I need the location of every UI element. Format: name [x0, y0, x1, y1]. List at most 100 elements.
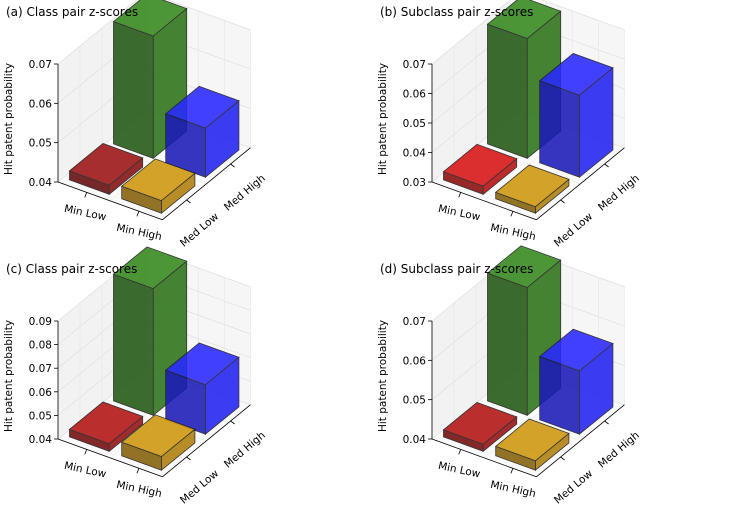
- x-category-label: Min High: [115, 479, 163, 500]
- x-tick-mark: [84, 192, 88, 198]
- chart-panel-b: 0.03 0.04 0.05 0.06 0.07 Min Low Min High Med L…: [377, 0, 642, 249]
- y-tick-label: 0.07: [29, 59, 52, 71]
- panel-title: (c) Class pair z-scores: [6, 262, 137, 276]
- bar-top-face: [68, 401, 144, 445]
- bar-top-face: [486, 245, 562, 288]
- y-tick-label: 0.07: [403, 59, 426, 71]
- depth-category-label: Med Low: [178, 210, 221, 249]
- x-axis-line: [431, 181, 537, 221]
- panel-title: (a) Class pair z-scores: [6, 5, 138, 19]
- y-tick-label: 0.04: [403, 434, 427, 446]
- bar-top-face: [442, 143, 518, 187]
- y-tick-label: 0.06: [403, 89, 427, 101]
- x-tick-mark: [84, 449, 88, 455]
- bar-top-face: [494, 418, 570, 462]
- depth-category-label: Med Low: [178, 467, 221, 506]
- bar-top-face: [164, 342, 240, 386]
- y-tick-label: 0.07: [403, 316, 426, 328]
- y-tick-label: 0.08: [29, 340, 52, 352]
- depth-tick-mark: [560, 199, 565, 204]
- depth-tick-mark: [604, 163, 609, 168]
- depth-axis-line: [536, 404, 625, 478]
- gridline: [57, 0, 251, 65]
- y-tick-label: 0.05: [403, 395, 426, 407]
- y-tick-label: 0.05: [29, 410, 52, 422]
- bar-front-face: [113, 21, 154, 159]
- x-axis-line: [57, 438, 163, 478]
- gridline: [431, 0, 625, 65]
- bar-min-low-med-low: [68, 401, 144, 453]
- bar-min-high-med-low: [494, 418, 570, 472]
- panel-title: (d) Subclass pair z-scores: [380, 262, 533, 276]
- bar-min-high-med-low: [120, 414, 196, 472]
- panel-title: (b) Subclass pair z-scores: [380, 5, 533, 19]
- y-tick-label: 0.05: [403, 118, 426, 130]
- bar-top-face: [68, 143, 144, 186]
- depth-tick-mark: [186, 199, 191, 204]
- depth-category-label: Med High: [596, 429, 642, 470]
- y-axis-label: Hit patent probability: [377, 320, 389, 432]
- depth-category-label: Med Low: [552, 210, 595, 249]
- depth-axis-line: [162, 404, 251, 478]
- y-axis-label: Hit patent probability: [3, 320, 15, 432]
- x-category-label: Min Low: [437, 460, 482, 481]
- x-tick-mark: [510, 211, 514, 217]
- y-tick-label: 0.04: [403, 148, 427, 160]
- bar-front-face: [487, 272, 528, 416]
- y-axis-label: Hit patent probability: [3, 63, 15, 175]
- depth-category-label: Med High: [222, 172, 268, 213]
- bar-min-high-med-high: [164, 85, 240, 179]
- depth-category-label: Med High: [222, 429, 268, 470]
- depth-category-label: Med High: [596, 172, 642, 213]
- y-tick-label: 0.09: [29, 316, 52, 328]
- bar-min-low-med-low: [442, 143, 518, 196]
- x-tick-mark: [510, 468, 514, 474]
- depth-category-label: Med Low: [552, 467, 595, 506]
- bar-top-face: [164, 85, 240, 129]
- y-tick-label: 0.03: [403, 177, 426, 189]
- x-category-label: Min High: [489, 479, 537, 500]
- bar-top-face: [538, 328, 614, 372]
- chart-panel-c: 0.04 0.05 0.06 0.07 0.08 0.09 Min Low Min High M…: [3, 246, 268, 506]
- bar-front-face: [539, 80, 580, 178]
- depth-tick-mark: [560, 456, 565, 461]
- y-tick-label: 0.04: [29, 177, 53, 189]
- x-tick-mark: [458, 192, 462, 198]
- depth-tick-mark: [604, 420, 609, 425]
- bar-top-face: [486, 0, 562, 39]
- x-tick-mark: [458, 449, 462, 455]
- x-category-label: Min High: [115, 222, 163, 243]
- bar-top-face: [494, 164, 570, 208]
- depth-tick-mark: [230, 163, 235, 168]
- bar-front-face: [113, 273, 154, 416]
- y-tick-label: 0.05: [29, 138, 52, 150]
- chart-panel-a: 0.04 0.05 0.06 0.07 Min Low Min High Med LowMe…: [3, 0, 268, 249]
- bar-min-low-med-low: [68, 143, 144, 196]
- bar-min-high-med-low: [494, 164, 570, 215]
- bar-min-high-med-high: [538, 328, 614, 436]
- y-tick-label: 0.06: [403, 355, 427, 367]
- y-tick-label: 0.06: [29, 387, 53, 399]
- bar-top-face: [120, 414, 196, 457]
- y-tick-label: 0.06: [29, 98, 53, 110]
- y-tick-label: 0.04: [29, 434, 53, 446]
- x-category-label: Min Low: [437, 203, 482, 224]
- bar-front-face: [487, 23, 528, 159]
- bar-top-face: [112, 246, 188, 290]
- bar-top-face: [538, 53, 614, 96]
- bar-top-face: [112, 0, 188, 37]
- y-tick-label: 0.07: [29, 363, 52, 375]
- x-category-label: Min High: [489, 222, 537, 243]
- bar-top-face: [442, 402, 518, 445]
- x-tick-mark: [136, 468, 140, 474]
- x-category-label: Min Low: [63, 460, 108, 481]
- depth-tick-mark: [230, 420, 235, 425]
- depth-tick-mark: [186, 456, 191, 461]
- x-category-label: Min Low: [63, 203, 108, 224]
- y-axis-label: Hit patent probability: [377, 63, 389, 175]
- x-axis-line: [57, 181, 163, 221]
- bar-min-high-med-high: [538, 53, 614, 179]
- x-axis-line: [431, 438, 537, 478]
- x-tick-mark: [136, 211, 140, 217]
